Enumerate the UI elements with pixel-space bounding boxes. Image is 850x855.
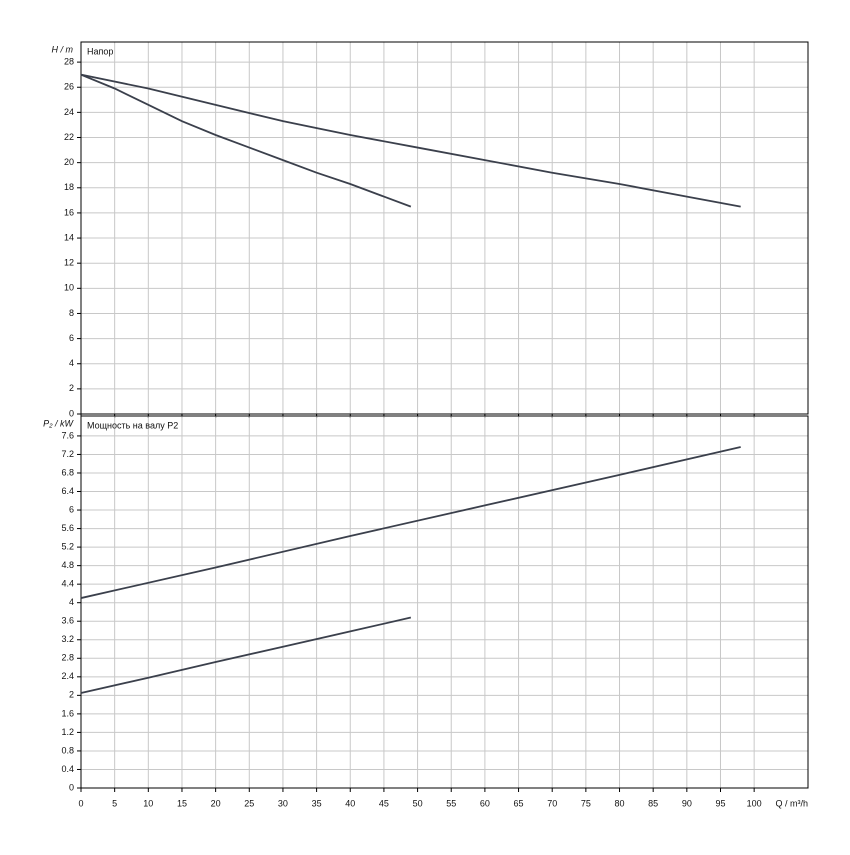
y-tick-label: 2.4 [61,671,74,681]
y-tick-label: 1.2 [61,727,74,737]
y-tick-label: 0.8 [61,745,74,755]
y-tick-label: 24 [64,107,74,117]
y-tick-label: 18 [64,182,74,192]
y-tick-label: 6.4 [61,486,74,496]
x-tick-label: 95 [715,798,725,808]
x-tick-label: 35 [312,798,322,808]
y-tick-label: 28 [64,56,74,66]
panel-title: Напор [87,46,113,56]
y-tick-label: 5.2 [61,541,74,551]
curve [80,73,412,208]
x-tick-label: 60 [480,798,490,808]
y-tick-label: 6 [69,333,74,343]
y-tick-label: 12 [64,258,74,268]
x-tick-label: 30 [278,798,288,808]
x-tick-label: 55 [446,798,456,808]
y-tick-label: 4 [69,597,74,607]
x-tick-label: 20 [211,798,221,808]
y-tick-label: 16 [64,207,74,217]
x-tick-label: 40 [345,798,355,808]
y-tick-label: 14 [64,232,74,242]
curve [80,616,412,694]
y-tick-label: 0 [69,408,74,418]
x-tick-label: 100 [747,798,762,808]
y-tick-label: 2 [69,690,74,700]
plot-frame [80,415,809,789]
y-axis-label: P₂ / kW [43,418,74,428]
y-tick-label: 5.6 [61,523,74,533]
x-tick-label: 65 [514,798,524,808]
x-tick-label: 90 [682,798,692,808]
y-tick-label: 4.8 [61,560,74,570]
curve [80,446,741,599]
x-axis-label: Q / m³/h [775,798,808,808]
y-tick-label: 3.6 [61,616,74,626]
curve [80,73,741,208]
x-tick-label: 85 [648,798,658,808]
x-tick-label: 80 [615,798,625,808]
y-tick-label: 7.2 [61,449,74,459]
x-tick-label: 70 [547,798,557,808]
y-tick-label: 1.6 [61,708,74,718]
y-axis-label: H / m [52,44,74,54]
y-tick-label: 3.2 [61,634,74,644]
y-tick-label: 7.6 [61,430,74,440]
y-tick-label: 20 [64,157,74,167]
y-tick-label: 4 [69,358,74,368]
y-tick-label: 6.8 [61,467,74,477]
y-tick-label: 2.8 [61,653,74,663]
y-tick-label: 2 [69,383,74,393]
x-tick-label: 0 [78,798,83,808]
y-tick-label: 10 [64,283,74,293]
x-tick-label: 45 [379,798,389,808]
y-tick-label: 8 [69,308,74,318]
x-tick-label: 15 [177,798,187,808]
y-tick-label: 6 [69,504,74,514]
y-tick-label: 0.4 [61,764,74,774]
plot-frame [80,41,809,415]
x-tick-label: 25 [244,798,254,808]
x-tick-label: 5 [112,798,117,808]
x-tick-label: 10 [143,798,153,808]
x-tick-label: 50 [413,798,423,808]
y-tick-label: 4.4 [61,579,74,589]
y-tick-label: 26 [64,82,74,92]
y-tick-label: 0 [69,782,74,792]
x-tick-label: 75 [581,798,591,808]
panel-title: Мощность на валу P2 [87,420,178,430]
y-tick-label: 22 [64,132,74,142]
